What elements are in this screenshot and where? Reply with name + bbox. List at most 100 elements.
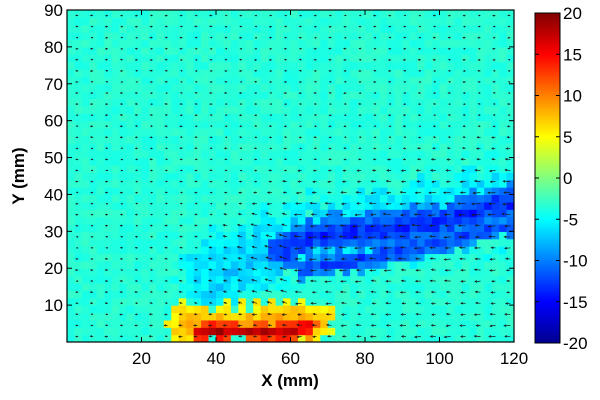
heatmap-cell (387, 283, 395, 291)
heatmap-cell (358, 209, 366, 217)
heatmap-cell (335, 106, 343, 114)
heatmap-cell (380, 187, 388, 195)
heatmap-cell (67, 40, 75, 48)
heatmap-cell (454, 128, 462, 136)
heatmap-cell (417, 40, 425, 48)
heatmap-cell (477, 312, 485, 320)
heatmap-cell (164, 209, 172, 217)
heatmap-cell (89, 224, 97, 232)
heatmap-cell (350, 99, 358, 107)
heatmap-cell (343, 312, 351, 320)
heatmap-cell (343, 202, 351, 210)
heatmap-cell (268, 135, 276, 143)
heatmap-cell (171, 298, 179, 306)
heatmap-cell (283, 143, 291, 151)
heatmap-cell (74, 253, 82, 261)
heatmap-cell (358, 268, 366, 276)
heatmap-cell (97, 194, 105, 202)
heatmap-cell (112, 224, 120, 232)
heatmap-cell (395, 69, 403, 77)
heatmap-cell (410, 91, 418, 99)
heatmap-cell (410, 99, 418, 107)
heatmap-cell (425, 320, 433, 328)
heatmap-cell (156, 76, 164, 84)
heatmap-cell (112, 327, 120, 335)
heatmap-cell (246, 312, 254, 320)
heatmap-cell (179, 209, 187, 217)
heatmap-cell (231, 283, 239, 291)
heatmap-cell (328, 187, 336, 195)
heatmap-cell (112, 128, 120, 136)
heatmap-cell (246, 106, 254, 114)
heatmap-cell (365, 84, 373, 92)
heatmap-cell (395, 261, 403, 269)
heatmap-cell (119, 106, 127, 114)
heatmap-cell (298, 209, 306, 217)
heatmap-cell (149, 17, 157, 25)
heatmap-cell (142, 327, 150, 335)
heatmap-cell (402, 217, 410, 225)
heatmap-cell (156, 99, 164, 107)
heatmap-cell (231, 305, 239, 313)
heatmap-cell (179, 305, 187, 313)
heatmap-cell (372, 253, 380, 261)
heatmap-cell (186, 32, 194, 40)
heatmap-cell (291, 47, 299, 55)
heatmap-cell (119, 180, 127, 188)
heatmap-cell (149, 305, 157, 313)
heatmap-cell (447, 76, 455, 84)
heatmap-cell (462, 69, 470, 77)
heatmap-cell (134, 135, 142, 143)
heatmap-cell (268, 305, 276, 313)
heatmap-cell (261, 268, 269, 276)
heatmap-cell (440, 128, 448, 136)
heatmap-cell (313, 253, 321, 261)
heatmap-cell (179, 150, 187, 158)
heatmap-cell (201, 158, 209, 166)
heatmap-cell (432, 276, 440, 284)
heatmap-cell (484, 246, 492, 254)
heatmap-cell (89, 217, 97, 225)
heatmap-cell (313, 305, 321, 313)
heatmap-cell (387, 10, 395, 18)
heatmap-cell (291, 40, 299, 48)
heatmap-cell (268, 172, 276, 180)
heatmap-cell (149, 143, 157, 151)
heatmap-cell (201, 224, 209, 232)
heatmap-cell (216, 113, 224, 121)
heatmap-cell (194, 253, 202, 261)
heatmap-cell (164, 283, 172, 291)
heatmap-cell (417, 209, 425, 217)
heatmap-cell (343, 224, 351, 232)
heatmap-cell (67, 194, 75, 202)
heatmap-cell (305, 54, 313, 62)
heatmap-cell (112, 187, 120, 195)
heatmap-cell (74, 84, 82, 92)
x-tick-label: 100 (425, 349, 453, 368)
heatmap-cell (477, 10, 485, 18)
heatmap-cell (231, 150, 239, 158)
heatmap-cell (499, 91, 507, 99)
heatmap-cell (484, 305, 492, 313)
heatmap-cell (149, 253, 157, 261)
heatmap-cell (134, 54, 142, 62)
heatmap-cell (89, 305, 97, 313)
heatmap-cell (358, 40, 366, 48)
heatmap-cell (82, 276, 90, 284)
heatmap-cell (186, 290, 194, 298)
heatmap-cell (372, 180, 380, 188)
heatmap-cell (484, 99, 492, 107)
heatmap-cell (462, 121, 470, 129)
heatmap-cell (469, 62, 477, 70)
heatmap-cell (246, 69, 254, 77)
heatmap-cell (320, 62, 328, 70)
heatmap-cell (156, 320, 164, 328)
heatmap-cell (313, 209, 321, 217)
heatmap-cell (216, 327, 224, 335)
heatmap-cell (246, 32, 254, 40)
heatmap-cell (328, 143, 336, 151)
heatmap-cell (253, 128, 261, 136)
heatmap-cell (305, 40, 313, 48)
heatmap-cell (216, 54, 224, 62)
heatmap-cell (305, 32, 313, 40)
